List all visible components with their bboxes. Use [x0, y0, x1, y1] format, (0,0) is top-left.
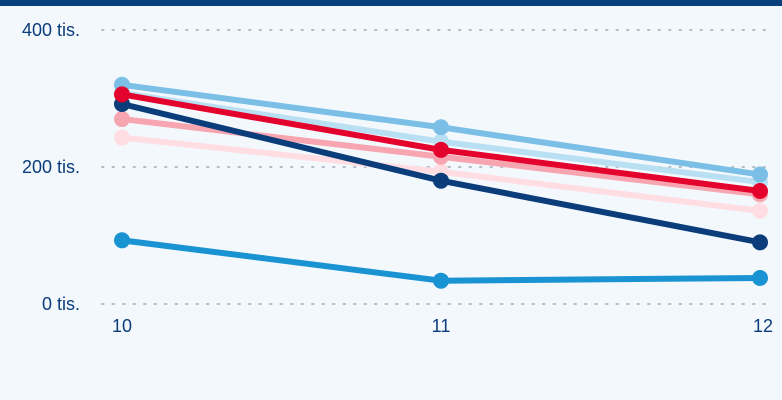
- data-point: [114, 129, 130, 146]
- data-point: [433, 272, 449, 289]
- x-tick-label: 11: [432, 316, 451, 336]
- data-point: [433, 172, 449, 189]
- data-point: [433, 141, 449, 158]
- data-point: [114, 111, 130, 128]
- x-tick-label: 12: [753, 316, 773, 336]
- x-tick-label: 10: [112, 316, 132, 336]
- x-axis: 10 11 12: [112, 316, 773, 336]
- data-point: [752, 166, 768, 183]
- series-group: [114, 76, 768, 289]
- series-1: [114, 129, 768, 219]
- y-tick-label: 200 tis.: [22, 157, 80, 177]
- top-rule: [0, 0, 782, 6]
- y-tick-label: 0 tis.: [42, 294, 80, 314]
- data-point: [752, 202, 768, 219]
- series-4: [114, 76, 768, 183]
- series-6: [114, 86, 768, 199]
- y-tick-label: 400 tis.: [22, 20, 80, 40]
- data-point: [114, 86, 130, 103]
- data-point: [433, 119, 449, 136]
- data-point: [752, 182, 768, 199]
- y-axis: 0 tis. 200 tis. 400 tis.: [22, 20, 80, 314]
- series-7: [114, 232, 768, 289]
- data-point: [114, 232, 130, 249]
- data-point: [752, 269, 768, 286]
- data-point: [752, 234, 768, 251]
